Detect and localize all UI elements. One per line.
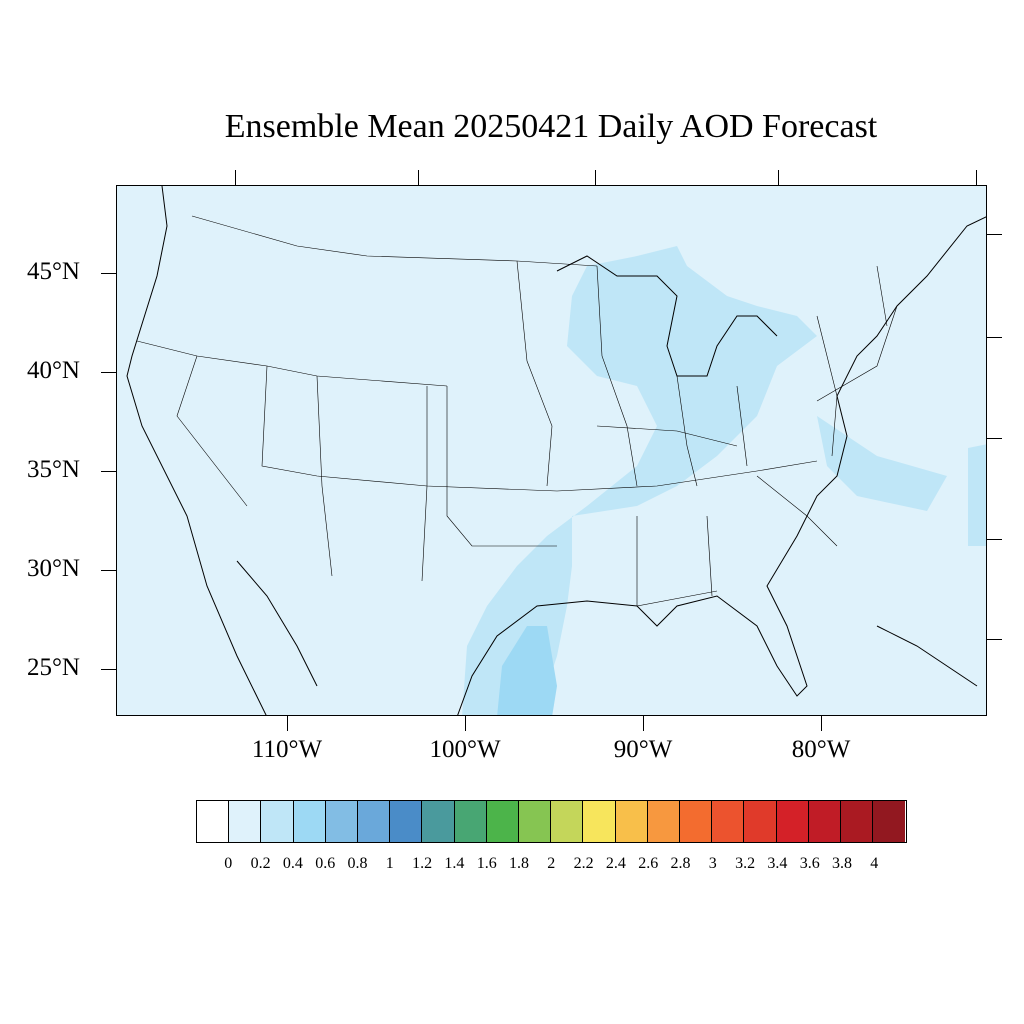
state-boundaries [136,215,898,607]
colorbar-tick-label: 1.2 [412,855,433,872]
colorbar-swatch [261,801,294,842]
colorbar-tick-label: 0.6 [315,855,336,872]
colorbar-tick-label: 3.4 [767,855,788,872]
colorbar-swatch [486,801,520,842]
lat-label-45: 45°N [26,258,80,285]
bottom-tick [287,716,288,731]
colorbar-swatch [873,801,906,842]
colorbar-tick-label: 3.8 [832,855,852,872]
colorbar-swatch [808,801,842,842]
colorbar-tick-label: 1.8 [509,855,529,872]
map-title: Ensemble Mean 20250421 Daily AOD Forecas… [224,108,878,145]
colorbar-tick-label: 1.6 [476,855,497,872]
colorbar-tick-label: 2.6 [638,855,659,872]
colorbar-swatch [551,801,584,842]
colorbar-tick-label: 0.4 [282,855,303,872]
lat-label-35: 35°N [26,456,80,483]
aod-region-atlantic [817,416,947,511]
colorbar-swatch [615,801,648,842]
colorbar-tick-label: 0 [224,855,233,872]
colorbar-swatch [841,801,874,842]
left-tick [101,669,116,670]
aod-region-high [497,626,557,715]
colorbar [196,800,907,843]
colorbar-tick-label: 1.4 [444,855,465,872]
aod-map [116,185,987,716]
colorbar-tick-label: 2 [547,855,556,872]
colorbar-swatch [712,801,745,842]
colorbar-tick-label: 3.2 [735,855,756,872]
colorbar-swatch [325,801,359,842]
bottom-tick [643,716,644,731]
lat-label-25: 25°N [26,654,80,681]
lon-label-90w: 90°W [613,736,673,763]
colorbar-tick-label: 2.8 [670,855,691,872]
left-tick [101,570,116,571]
colorbar-swatch [422,801,455,842]
map-canvas [126,186,986,715]
colorbar-swatch [744,801,777,842]
colorbar-tick-label: 3 [708,855,717,872]
left-tick [101,273,116,274]
lon-label-110w: 110°W [251,736,323,763]
right-tick [987,639,1002,640]
colorbar-swatch [293,801,326,842]
colorbar-swatch [519,801,552,842]
bottom-tick [465,716,466,731]
bottom-tick [821,716,822,731]
lon-label-80w: 80°W [791,736,851,763]
aod-region-east-edge [968,444,986,546]
colorbar-tick-label: 0.8 [347,855,368,872]
lat-label-30: 30°N [26,555,80,582]
colorbar-tick-label: 2.4 [605,855,626,872]
colorbar-tick-label: 0.2 [250,855,271,872]
colorbar-swatch [229,801,262,842]
top-tick [418,170,419,185]
colorbar-swatch [776,801,809,842]
right-tick [987,337,1002,338]
top-tick [778,170,779,185]
coastlines [126,186,986,715]
left-tick [101,372,116,373]
colorbar-swatch [197,801,230,842]
colorbar-swatch [647,801,681,842]
lon-label-100w: 100°W [429,736,501,763]
left-tick [101,471,116,472]
colorbar-tick-label: 3.6 [799,855,820,872]
right-tick [987,539,1002,540]
colorbar-swatch [680,801,713,842]
colorbar-tick-label: 4 [870,855,879,872]
colorbar-swatch [358,801,391,842]
lat-label-40: 40°N [26,357,80,384]
colorbar-swatch [454,801,487,842]
aod-region-mid [462,246,817,715]
top-tick [235,170,236,185]
top-tick [976,170,977,185]
colorbar-tick-label: 1 [385,855,394,872]
right-tick [987,234,1002,235]
top-tick [595,170,596,185]
right-tick [987,438,1002,439]
colorbar-swatch [390,801,423,842]
colorbar-labels: 0 0.2 0.4 0.6 0.8 1 1.2 1.4 1.6 1.8 2 2.2 2.4 2.6 2.8 3… [0,855,1024,877]
colorbar-swatch [583,801,616,842]
colorbar-tick-label: 2.2 [573,855,594,872]
